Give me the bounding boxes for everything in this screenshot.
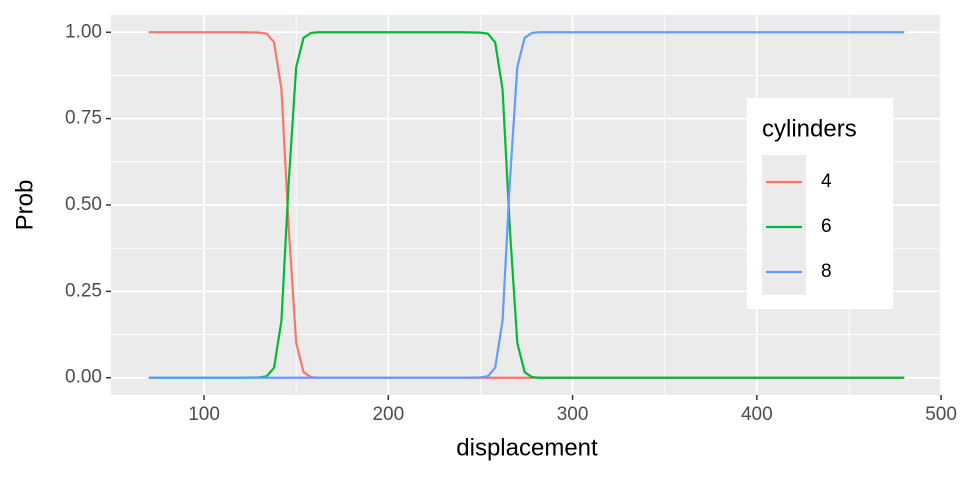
y-tick-label: 0.00 (65, 367, 102, 388)
y-axis-label: Prob (11, 180, 38, 231)
y-tick-label: 0.75 (65, 108, 102, 129)
series-line (148, 31, 905, 379)
legend-label: 4 (821, 171, 832, 192)
y-tick-label: 0.25 (65, 280, 102, 301)
legend: cylinders 4 6 8 (747, 98, 893, 309)
y-tick-label: 0.50 (65, 194, 102, 215)
legend-title: cylinders (762, 115, 857, 142)
x-tick-label: 200 (372, 404, 404, 425)
x-tick-label: 300 (557, 404, 589, 425)
x-tick-label: 400 (741, 404, 773, 425)
legend-label: 6 (821, 216, 832, 237)
x-tick-label: 100 (188, 404, 220, 425)
legend-key-bg (762, 155, 806, 295)
legend-label: 8 (821, 261, 832, 282)
x-axis-label: displacement (456, 434, 598, 461)
x-tick-label: 500 (925, 404, 957, 425)
series-line (148, 31, 905, 379)
y-tick-label: 1.00 (65, 21, 102, 42)
